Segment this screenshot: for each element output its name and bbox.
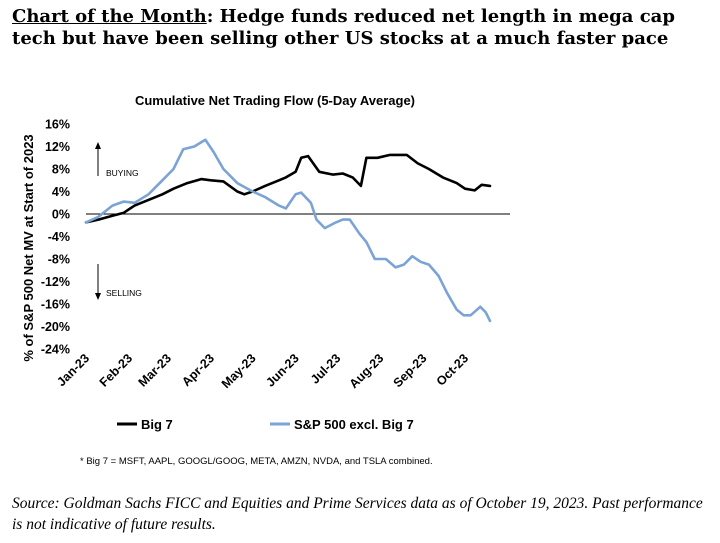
legend-label-sp500: S&P 500 excl. Big 7 <box>294 417 414 432</box>
y-tick-label: 8% <box>52 163 70 177</box>
selling-label: SELLING <box>106 288 142 298</box>
x-tick-label: Apr-23 <box>179 351 217 389</box>
y-axis: 16% 12% 8% 4% 0% -4% -8% -12% -16% -20% -24% <box>41 118 70 357</box>
x-tick-label: Mar-23 <box>136 351 174 389</box>
buying-label: BUYING <box>106 168 139 178</box>
y-axis-label: % of S&P 500 Net MV at Start of 2023 <box>21 134 36 361</box>
y-tick-label: 16% <box>45 118 70 132</box>
x-tick-label: Sep-23 <box>391 351 430 390</box>
y-tick-label: 4% <box>52 185 70 199</box>
x-axis: Jan-23 Feb-23 Mar-23 Apr-23 May-23 Jun-23 Jul-… <box>54 351 471 391</box>
y-tick-label: -20% <box>41 320 70 334</box>
series-line-sp500-excl-big7 <box>84 138 492 323</box>
headline: Chart of the Month: Hedge funds reduced … <box>12 6 712 50</box>
x-tick-label: Oct-23 <box>434 351 471 388</box>
y-tick-label: -12% <box>41 275 70 289</box>
legend-label-big7: Big 7 <box>141 417 173 432</box>
headline-lead: Chart of the Month <box>12 6 207 27</box>
x-tick-label: Aug-23 <box>347 351 387 391</box>
selling-annotation: SELLING <box>95 264 142 300</box>
y-tick-label: 12% <box>45 140 70 154</box>
y-tick-label: -16% <box>41 298 70 312</box>
series-line-big7 <box>84 153 492 224</box>
buying-annotation: BUYING <box>95 142 139 178</box>
headline-rest: : Hedge funds reduced net length in mega… <box>12 6 675 49</box>
x-tick-label: May-23 <box>219 351 259 391</box>
y-tick-label: -24% <box>41 343 70 357</box>
x-tick-label: Feb-23 <box>97 351 135 389</box>
chart-title: Cumulative Net Trading Flow (5-Day Avera… <box>135 93 415 108</box>
series-layer <box>84 138 492 323</box>
legend: Big 7 S&P 500 excl. Big 7 <box>117 417 414 432</box>
x-tick-label: Jan-23 <box>54 351 92 389</box>
y-tick-label: 0% <box>52 208 70 222</box>
x-tick-label: Jul-23 <box>308 351 343 386</box>
x-tick-label: Jun-23 <box>263 351 301 389</box>
chart: Cumulative Net Trading Flow (5-Day Avera… <box>21 93 510 467</box>
y-tick-label: -8% <box>48 253 70 267</box>
footnote: * Big 7 = MSFT, AAPL, GOOGL/GOOG, META, … <box>80 456 433 467</box>
y-tick-label: -4% <box>48 230 70 244</box>
source-note: Source: Goldman Sachs FICC and Equities … <box>12 495 703 533</box>
